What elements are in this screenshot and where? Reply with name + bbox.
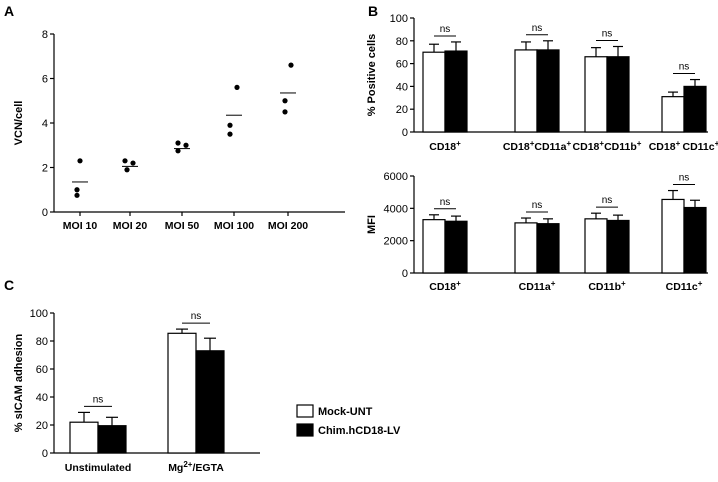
y-tick-label: 40 <box>396 81 408 93</box>
x-category-label: CD11b+​ <box>588 279 626 293</box>
y-tick-label: 4 <box>42 118 48 130</box>
y-tick-label: 2000 <box>384 236 408 248</box>
y-axis-label: MFI <box>366 215 378 234</box>
bar-open <box>584 56 608 133</box>
legend-label-chim: Chim.hCD18-LV <box>318 425 401 437</box>
x-category-label: CD11a+​ <box>519 279 556 293</box>
data-point <box>234 84 240 90</box>
chart-b-bottom: 0 2000 4000 6000 MFI ns CD18+​ ns CD11a+​ ns CD11b… <box>366 171 708 293</box>
data-point <box>130 160 136 166</box>
y-tick-label: 0 <box>402 127 408 139</box>
x-category-label: CD18+ ​CD11c+​ <box>649 139 718 153</box>
x-category-label: MOI 200 <box>268 220 308 232</box>
y-tick-label: 0 <box>402 268 408 280</box>
bar-filled <box>606 56 630 133</box>
y-tick-label: 40 <box>36 392 48 404</box>
bar-filled <box>536 223 560 274</box>
bar-open <box>422 219 446 274</box>
y-tick-label: 4000 <box>384 203 408 215</box>
data-point <box>282 109 288 115</box>
significance-label: ns <box>532 200 543 211</box>
panel-label-a: A <box>4 3 14 19</box>
bar-filled <box>444 50 468 133</box>
y-tick-label: 100 <box>30 308 48 320</box>
x-category-label: CD18+​ <box>429 139 461 153</box>
bar-open <box>661 96 685 133</box>
bar-open <box>661 198 685 274</box>
x-category-label: Unstimulated <box>65 462 132 474</box>
significance-label: ns <box>440 197 451 208</box>
y-tick-label: 60 <box>36 364 48 376</box>
x-category-label: MOI 100 <box>214 220 254 232</box>
y-tick-label: 2 <box>42 163 48 175</box>
data-point <box>77 158 83 164</box>
x-category-label: CD18+​ <box>429 279 461 293</box>
bar-open <box>69 421 99 454</box>
bar-filled <box>444 220 468 274</box>
legend: Mock-UNT Chim.hCD18-LV <box>296 404 401 437</box>
y-tick-label: 80 <box>396 36 408 48</box>
y-axis-label: VCN/cell <box>13 101 25 146</box>
legend-swatch-chim <box>296 423 314 437</box>
bar-open <box>584 218 608 274</box>
y-tick-label: 20 <box>36 420 48 432</box>
significance-label: ns <box>440 24 451 35</box>
chart-a: 0 2 4 6 8 VCN/cell MOI 10 MOI 20 MOI 50 MOI 100 MO… <box>13 29 345 232</box>
y-tick-label: 6000 <box>384 171 408 183</box>
bar-filled <box>195 350 225 454</box>
bar-filled <box>683 206 707 274</box>
significance-label: ns <box>679 62 690 73</box>
y-tick-label: 80 <box>36 336 48 348</box>
y-tick-label: 0 <box>42 207 48 219</box>
bar-filled <box>683 85 707 133</box>
bar-open <box>514 222 538 274</box>
x-category-label: CD18+​CD11a+​ <box>503 139 572 153</box>
chart-c: 0 20 40 60 80 100 % sICAM adhesion ns Unstimulat… <box>13 308 260 474</box>
bar-filled <box>536 49 560 133</box>
bar-open <box>422 51 446 133</box>
panel-label-c: C <box>4 277 14 293</box>
panel-label-b: B <box>368 3 378 19</box>
significance-label: ns <box>93 394 104 405</box>
significance-label: ns <box>532 23 543 34</box>
bar-open <box>167 332 197 454</box>
data-point <box>183 142 189 148</box>
data-point <box>74 192 80 198</box>
bar-open <box>514 49 538 133</box>
y-axis-label: % Positive cells <box>366 34 378 117</box>
y-tick-label: 100 <box>390 13 408 25</box>
y-tick-label: 6 <box>42 74 48 86</box>
legend-swatch-mock-unt <box>296 404 314 418</box>
data-point <box>122 158 128 164</box>
bar-filled <box>606 219 630 274</box>
significance-label: ns <box>602 195 613 206</box>
data-point <box>124 167 130 173</box>
x-category-label: MOI 50 <box>165 220 200 232</box>
x-category-label: MOI 10 <box>63 220 98 232</box>
y-axis-label: % sICAM adhesion <box>13 334 25 433</box>
data-point <box>282 98 288 104</box>
data-point <box>288 62 294 68</box>
chart-b-top: 0 20 40 60 80 100 % Positive cells ns CD18+​ ns CD… <box>366 13 718 153</box>
significance-label: ns <box>602 29 613 40</box>
data-point <box>227 122 233 128</box>
legend-label-mock-unt: Mock-UNT <box>318 406 373 418</box>
y-tick-label: 0 <box>42 448 48 460</box>
y-tick-label: 20 <box>396 104 408 116</box>
significance-label: ns <box>191 311 202 322</box>
x-category-label: CD18+​CD11b+​ <box>573 139 642 153</box>
data-point <box>227 131 233 137</box>
x-category-label: CD11c+​ <box>666 279 703 293</box>
data-point <box>175 140 181 146</box>
x-category-label: Mg2+​/EGTA <box>168 460 224 474</box>
y-tick-label: 8 <box>42 29 48 41</box>
data-point <box>74 187 80 193</box>
bar-filled <box>97 425 127 454</box>
y-tick-label: 60 <box>396 59 408 71</box>
data-point <box>175 148 181 154</box>
significance-label: ns <box>679 173 690 184</box>
x-category-label: MOI 20 <box>113 220 148 232</box>
